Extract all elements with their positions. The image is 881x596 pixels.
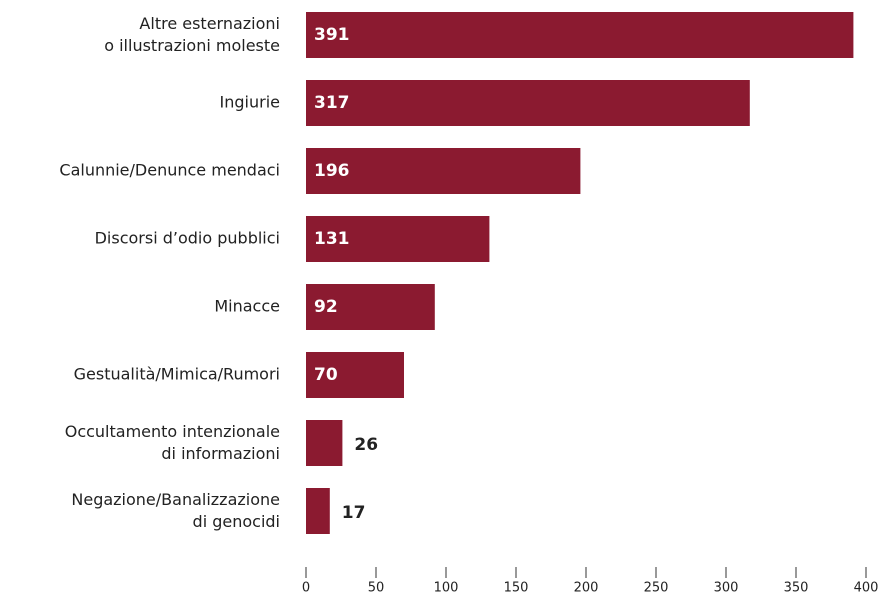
value-label: 131	[314, 229, 350, 249]
bar	[306, 216, 490, 262]
bar	[306, 352, 404, 398]
x-tick-label: 150	[504, 581, 529, 596]
category-label: Altre esternazioni o illustrazioni molest…	[104, 14, 280, 55]
category-label: Calunnie/Denunce mendaci	[59, 161, 280, 180]
x-tick-label: 300	[714, 581, 739, 596]
value-label: 92	[314, 297, 338, 317]
value-label: 26	[354, 435, 378, 455]
bar	[306, 148, 581, 194]
value-label: 317	[314, 93, 350, 113]
bar	[306, 420, 343, 466]
x-tick-label: 400	[854, 581, 879, 596]
bar	[306, 80, 750, 126]
x-tick-label: 0	[302, 581, 310, 596]
x-tick-label: 50	[368, 581, 385, 596]
x-tick-label: 250	[644, 581, 669, 596]
category-label: Minacce	[214, 297, 280, 316]
category-label: Occultamento intenzionale di informazioni	[65, 422, 280, 463]
value-label: 196	[314, 161, 350, 181]
category-label: Discorsi d’odio pubblici	[95, 229, 280, 248]
value-label: 17	[342, 503, 366, 523]
x-tick-label: 100	[434, 581, 459, 596]
bar	[306, 12, 854, 58]
value-label: 391	[314, 25, 350, 45]
bar	[306, 284, 435, 330]
x-tick-label: 200	[574, 581, 599, 596]
x-tick-label: 350	[784, 581, 809, 596]
value-label: 70	[314, 365, 338, 385]
category-label: Negazione/Banalizzazione di genocidi	[71, 490, 280, 531]
category-label: Ingiurie	[220, 93, 280, 112]
category-label: Gestualità/Mimica/Rumori	[74, 365, 280, 384]
bar	[306, 488, 330, 534]
